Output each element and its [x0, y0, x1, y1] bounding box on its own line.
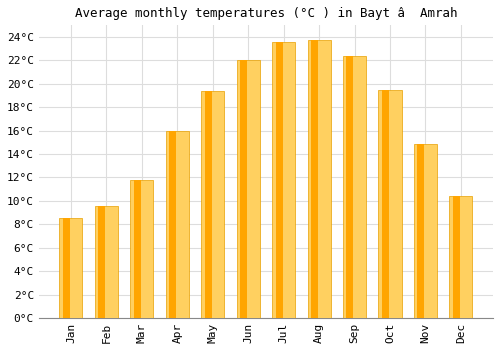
Bar	[452, 196, 460, 318]
Bar	[450, 196, 472, 318]
Bar	[130, 180, 154, 318]
Bar	[236, 61, 260, 318]
Bar	[272, 42, 295, 318]
Bar	[134, 180, 141, 318]
Bar	[382, 90, 389, 318]
Bar	[346, 56, 354, 318]
Bar	[311, 41, 318, 318]
Bar	[418, 144, 424, 318]
Bar	[308, 41, 330, 318]
Bar	[98, 205, 105, 318]
Bar	[240, 61, 247, 318]
Bar	[95, 205, 118, 318]
Bar	[63, 218, 70, 318]
Bar	[343, 56, 366, 318]
Bar	[378, 90, 402, 318]
Title: Average monthly temperatures (°C ) in Bayt â  Amrah: Average monthly temperatures (°C ) in Ba…	[74, 7, 457, 20]
Bar	[60, 218, 82, 318]
Bar	[169, 131, 176, 318]
Bar	[414, 144, 437, 318]
Bar	[166, 131, 189, 318]
Bar	[201, 91, 224, 318]
Bar	[276, 42, 282, 318]
Bar	[204, 91, 212, 318]
